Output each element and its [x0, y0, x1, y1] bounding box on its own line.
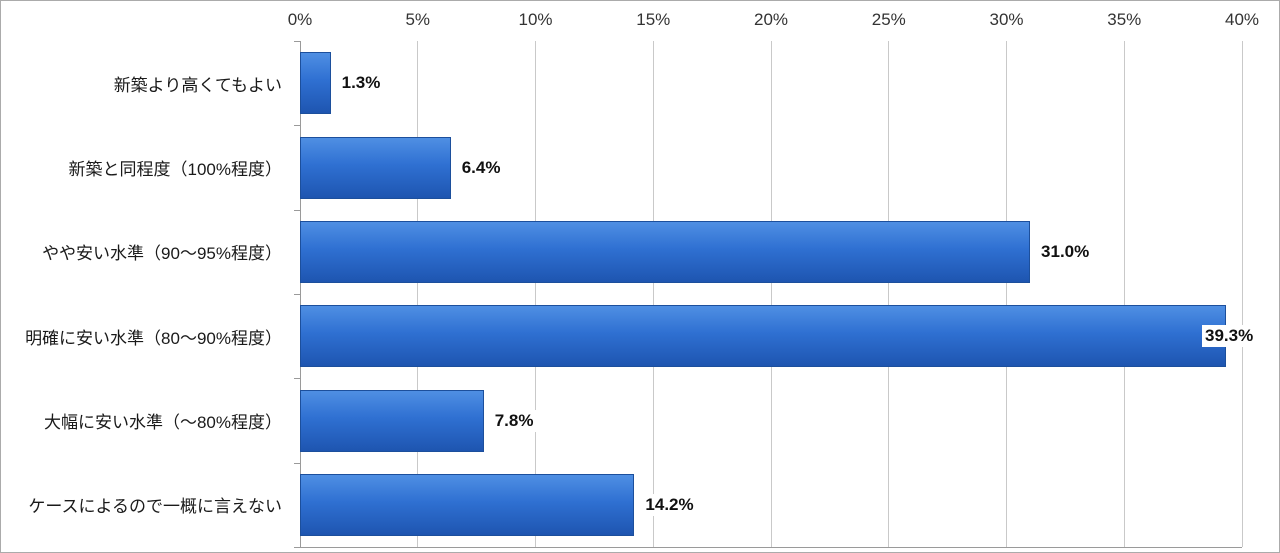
plot-area: 1.3% 6.4% 31.0% 39.3% 7.8% 14.2% — [294, 41, 1257, 548]
bar — [300, 473, 635, 536]
category-label: 新築と同程度（100%程度） — [68, 159, 282, 179]
category-axis-tick — [294, 378, 300, 379]
category-label: やや安い水準（90〜95%程度） — [42, 244, 282, 264]
bar — [300, 305, 1226, 368]
category-label: ケースによるので一概に言えない — [28, 497, 282, 517]
value-label: 31.0% — [1038, 240, 1093, 263]
bar — [300, 220, 1031, 283]
value-label: 1.3% — [338, 72, 384, 95]
value-label: 6.4% — [458, 156, 504, 179]
category-axis-tick — [294, 41, 300, 42]
gridline — [1123, 41, 1125, 547]
gridline — [770, 41, 772, 547]
x-tick-label: 15% — [636, 10, 671, 29]
y-axis-line — [300, 41, 301, 547]
value-label: 7.8% — [491, 409, 537, 432]
x-tick-label: 25% — [871, 10, 906, 29]
x-tick-label: 5% — [405, 10, 431, 29]
x-tick-label: 0% — [287, 10, 313, 29]
category-label: 明確に安い水準（80〜90%程度） — [25, 328, 282, 348]
category-axis-tick — [294, 294, 300, 295]
gridline — [417, 41, 419, 547]
x-tick-label: 10% — [518, 10, 553, 29]
category-axis-tick — [294, 463, 300, 464]
category-axis: 新築より高くてもよい新築と同程度（100%程度） やや安い水準（90〜95%程度）… — [1, 41, 292, 547]
gridline — [888, 41, 890, 547]
bottom-axis-line — [300, 547, 1242, 548]
category-axis-tick — [294, 125, 300, 126]
x-tick-label: 30% — [989, 10, 1024, 29]
category-label: 大幅に安い水準（〜80%程度） — [43, 412, 282, 432]
bar — [300, 136, 451, 199]
gridline — [1006, 41, 1007, 547]
value-label: 39.3% — [1202, 325, 1257, 348]
value-label: 14.2% — [642, 493, 697, 516]
gridline — [652, 41, 654, 547]
x-tick-label: 20% — [753, 10, 789, 29]
x-tick-label: 35% — [1107, 10, 1142, 29]
bar — [300, 389, 484, 452]
gridline — [535, 41, 536, 547]
category-label: 新築より高くてもよい — [113, 75, 282, 95]
category-axis-tick — [294, 210, 300, 211]
gridline — [1241, 41, 1243, 547]
x-axis: 0% 5% 10% 15% 20% 25% 30% 35% 40% — [1, 1, 1279, 39]
x-tick-label: 40% — [1224, 10, 1260, 29]
bar — [300, 52, 331, 115]
category-axis-tick — [294, 547, 300, 548]
